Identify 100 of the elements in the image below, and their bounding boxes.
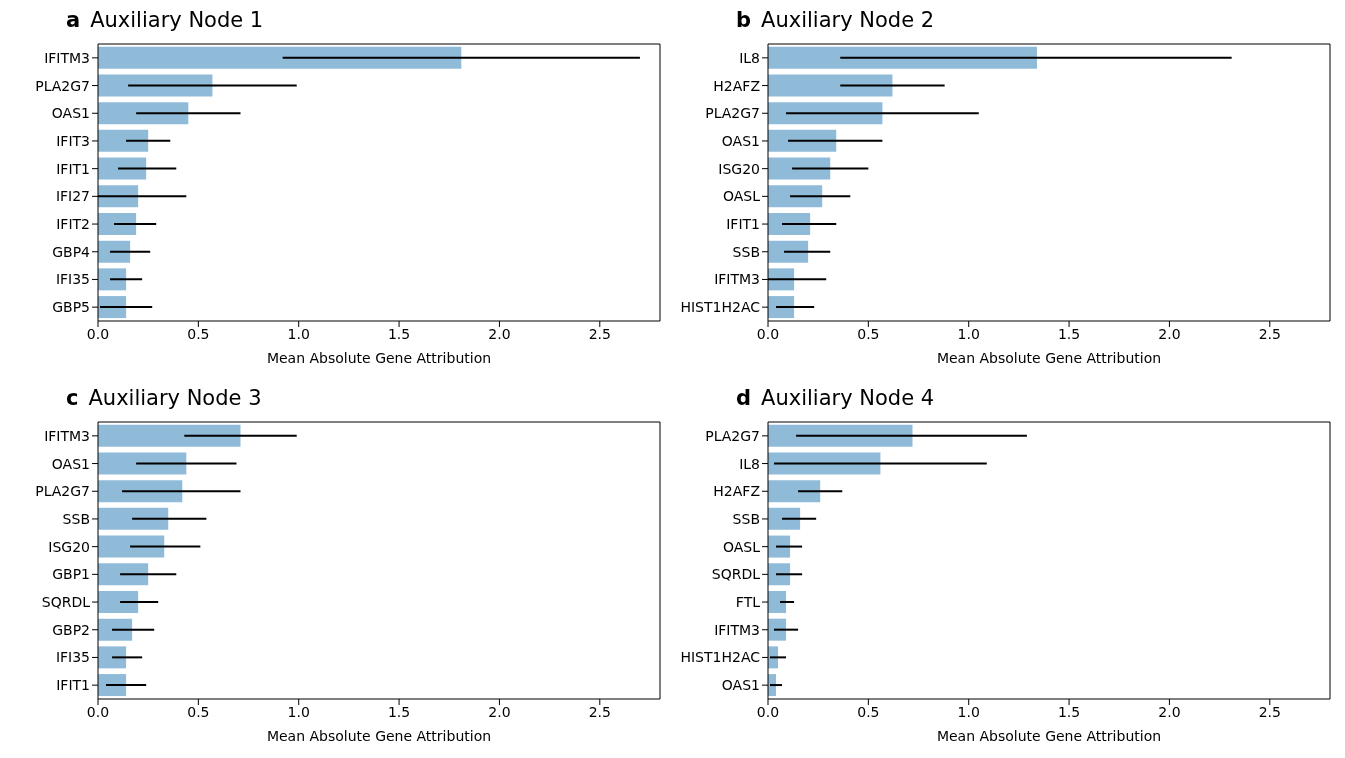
bar (768, 590, 787, 613)
bar (768, 185, 823, 208)
bar (768, 424, 913, 447)
y-tick-label: IFIT1 (56, 677, 90, 694)
x-tick-label: 2.5 (588, 325, 611, 342)
y-tick-label: IFIT1 (56, 160, 90, 177)
y-tick-label: GBP1 (52, 566, 90, 583)
x-tick-label: 1.0 (287, 325, 310, 342)
text: d (736, 386, 752, 410)
x-tick-label: 1.0 (957, 703, 980, 720)
y-tick-label: FTL (735, 594, 761, 611)
x-tick-label: 0.0 (86, 325, 110, 342)
bar (98, 535, 165, 558)
y-tick-label: ISG20 (718, 160, 760, 177)
bar (768, 480, 821, 503)
x-tick-label: 1.5 (1057, 703, 1081, 720)
bar (768, 452, 881, 475)
x-tick-label: 2.0 (1158, 325, 1181, 342)
y-tick-label: ISG20 (48, 538, 90, 555)
bar (768, 157, 831, 180)
y-tick-label: SSB (62, 510, 90, 527)
y-tick-label: PLA2G7 (705, 427, 760, 444)
y-tick-label: HIST1H2AC (680, 649, 761, 666)
x-axis-title: Mean Absolute Gene Attribution (936, 350, 1162, 366)
bar (98, 452, 187, 475)
text: b (736, 8, 752, 32)
y-tick-label: IFIT2 (56, 216, 90, 233)
bar (98, 480, 183, 503)
x-axis-title: Mean Absolute Gene Attribution (266, 728, 492, 744)
bar (768, 507, 801, 530)
bar (768, 74, 893, 97)
bar (98, 74, 213, 97)
y-tick-label: GBP2 (52, 621, 90, 638)
y-tick-label: PLA2G7 (35, 77, 90, 94)
bar (98, 102, 189, 125)
y-tick-label: OASL (722, 538, 761, 555)
y-tick-label: IFITM3 (44, 427, 90, 444)
x-tick-label: 1.5 (387, 703, 411, 720)
y-tick-label: IFI27 (55, 188, 90, 205)
x-tick-label: 0.5 (187, 325, 210, 342)
bar (768, 46, 1037, 69)
bar (98, 296, 127, 319)
y-tick-label: IFIT3 (56, 132, 90, 149)
x-tick-label: 0.0 (756, 703, 780, 720)
chart-title: Auxiliary Node 1 (90, 8, 264, 32)
x-tick-label: 0.5 (857, 325, 880, 342)
bar (768, 212, 811, 235)
y-tick-label: IFI35 (55, 271, 90, 288)
y-tick-label: H2AFZ (713, 483, 760, 500)
bar (768, 563, 791, 586)
x-tick-label: 2.0 (1158, 703, 1181, 720)
x-tick-label: 1.0 (287, 703, 310, 720)
y-tick-label: GBP5 (52, 299, 90, 316)
y-tick-label: OAS1 (51, 105, 90, 122)
y-tick-label: IFITM3 (44, 49, 90, 66)
y-tick-label: OAS1 (51, 455, 90, 472)
y-tick-label: OAS1 (721, 132, 760, 149)
chart-title: Auxiliary Node 2 (761, 8, 935, 32)
bar (768, 618, 787, 641)
bar (98, 563, 149, 586)
x-tick-label: 1.0 (957, 325, 980, 342)
x-axis-title: Mean Absolute Gene Attribution (266, 350, 492, 366)
y-tick-label: HIST1H2AC (680, 299, 761, 316)
text: a (66, 8, 81, 32)
x-tick-label: 0.0 (86, 703, 110, 720)
x-tick-label: 1.5 (387, 325, 411, 342)
bar (768, 535, 791, 558)
bar (98, 590, 139, 613)
y-tick-label: IFIT1 (726, 216, 760, 233)
x-tick-label: 2.5 (1258, 703, 1281, 720)
y-tick-label: SQRDL (711, 566, 761, 583)
bar (768, 296, 795, 319)
text: c (66, 386, 79, 410)
bar (768, 240, 809, 263)
chart-title: Auxiliary Node 4 (761, 386, 935, 410)
bar (98, 157, 147, 180)
y-tick-label: SSB (732, 510, 760, 527)
x-tick-label: 1.5 (1057, 325, 1081, 342)
y-tick-label: IL8 (739, 455, 760, 472)
x-tick-label: 2.5 (588, 703, 611, 720)
x-tick-label: 2.5 (1258, 325, 1281, 342)
y-tick-label: SSB (732, 243, 760, 260)
bar (98, 618, 133, 641)
y-tick-label: H2AFZ (713, 77, 760, 94)
bar (98, 240, 131, 263)
y-tick-label: OASL (722, 188, 761, 205)
bar (98, 674, 127, 697)
y-tick-label: PLA2G7 (35, 483, 90, 500)
bar (98, 646, 127, 669)
x-tick-label: 0.5 (187, 703, 210, 720)
y-tick-label: PLA2G7 (705, 105, 760, 122)
bar (98, 129, 149, 152)
bar (98, 46, 462, 69)
x-tick-label: 0.0 (756, 325, 780, 342)
bar (98, 424, 241, 447)
x-tick-label: 2.0 (488, 325, 511, 342)
x-tick-label: 0.5 (857, 703, 880, 720)
y-tick-label: SQRDL (41, 594, 91, 611)
bar (98, 507, 169, 530)
bar (768, 129, 837, 152)
